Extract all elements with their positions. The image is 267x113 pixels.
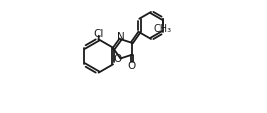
Text: O: O [113,54,121,64]
Text: Cl: Cl [94,29,104,38]
Text: O: O [128,61,136,71]
Text: N: N [117,32,124,42]
Text: CH₃: CH₃ [154,24,172,34]
